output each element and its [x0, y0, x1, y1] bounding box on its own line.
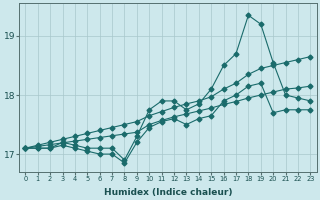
- X-axis label: Humidex (Indice chaleur): Humidex (Indice chaleur): [104, 188, 232, 197]
